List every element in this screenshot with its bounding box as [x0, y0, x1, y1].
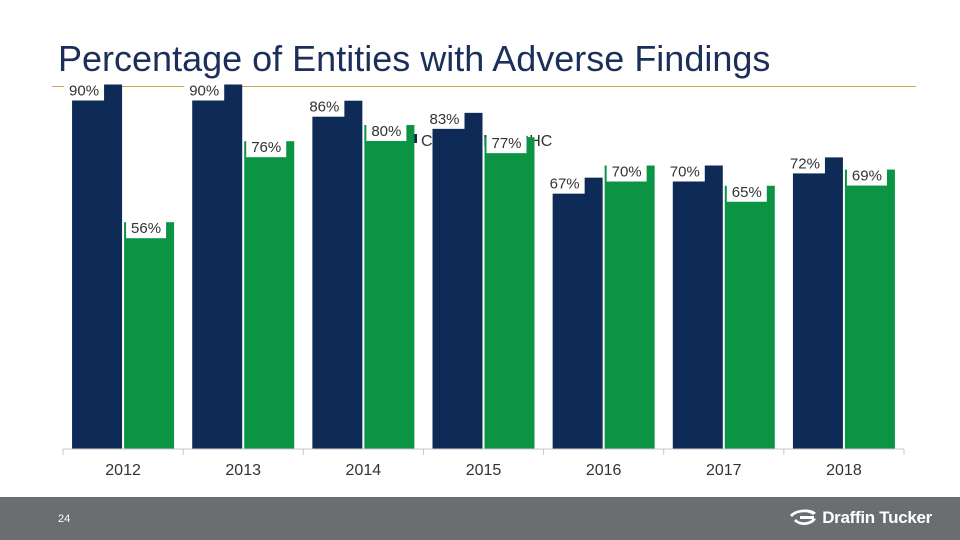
data-label-chc-2017: 70%	[670, 164, 700, 181]
x-tick-label-2012: 2012	[105, 462, 141, 479]
data-label-chc-2012: 90%	[69, 83, 99, 100]
bar-non-chc-2012	[124, 222, 175, 449]
bar-chc-2017	[672, 165, 723, 449]
slide-title: Percentage of Entities with Adverse Find…	[58, 38, 771, 79]
bar-chc-2018	[792, 157, 843, 449]
brand-logo: Draffin Tucker	[788, 506, 932, 530]
swoosh-logo-icon	[790, 509, 817, 525]
label-bg-chc-2016	[544, 173, 585, 194]
label-bg-non-chc-2017	[726, 181, 767, 202]
bar-non-chc-2016	[604, 165, 655, 449]
bar-non-chc-2018	[844, 169, 895, 450]
bar-non-chc-2015	[484, 137, 535, 449]
label-bg-chc-2013	[184, 80, 225, 101]
brand-name: Draffin Tucker	[822, 508, 932, 527]
bar-non-chc-2017	[724, 185, 775, 449]
label-bg-non-chc-2018	[846, 165, 887, 186]
label-bg-non-chc-2013	[246, 137, 287, 158]
label-bg-non-chc-2012	[126, 218, 167, 239]
label-bg-chc-2017	[664, 161, 705, 182]
bar-chc-2012	[72, 84, 123, 449]
data-label-chc-2014: 86%	[309, 99, 339, 116]
x-tick-label-2017: 2017	[706, 462, 742, 479]
label-bg-non-chc-2014	[366, 121, 407, 141]
x-tick-label-2013: 2013	[225, 462, 261, 479]
data-label-non-chc-2015: 77%	[491, 135, 521, 152]
chart-x-axis: 2012 2013 2014 2015 2016 2017 2018	[62, 448, 905, 479]
data-label-chc-2015: 83%	[429, 111, 459, 128]
x-tick-label-2015: 2015	[466, 462, 502, 479]
label-bg-chc-2018	[784, 153, 825, 174]
label-bg-non-chc-2015	[486, 133, 527, 154]
bar-chc-2015	[432, 112, 483, 449]
x-tick-label-2014: 2014	[346, 462, 382, 479]
label-bg-chc-2012	[64, 80, 105, 101]
bar-non-chc-2013	[244, 141, 295, 449]
data-label-non-chc-2013: 76%	[251, 139, 281, 156]
bar-chart: CHCNon-CHC 90%56%90%76%86%80%83%77%67%70…	[62, 80, 905, 479]
footer-bar: 24 Draffin Tucker	[0, 497, 960, 540]
bar-non-chc-2014	[364, 125, 415, 449]
chart-bars	[72, 84, 895, 450]
bar-chc-2016	[552, 177, 603, 449]
data-label-non-chc-2012: 56%	[131, 220, 161, 237]
label-bg-non-chc-2016	[606, 161, 647, 182]
data-label-chc-2016: 67%	[550, 176, 580, 193]
x-tick-label-2018: 2018	[826, 462, 862, 479]
data-label-chc-2018: 72%	[790, 155, 820, 172]
bar-chc-2013	[192, 84, 243, 449]
label-bg-chc-2014	[304, 96, 345, 117]
bar-chc-2014	[312, 100, 363, 449]
chart-data-labels: 90% 56% 90% 76% 86% 80% 83% 77% 67% 70% 70% 65% 72% 6…	[64, 80, 887, 239]
data-label-non-chc-2016: 70%	[612, 164, 642, 181]
data-label-chc-2013: 90%	[189, 83, 219, 100]
x-tick-label-2016: 2016	[586, 462, 622, 479]
page-number: 24	[58, 513, 71, 525]
title-divider	[52, 86, 916, 87]
label-bg-chc-2015	[424, 108, 465, 129]
data-label-non-chc-2017: 65%	[732, 184, 762, 201]
data-label-non-chc-2018: 69%	[852, 168, 882, 185]
data-label-non-chc-2014: 80%	[371, 123, 401, 140]
